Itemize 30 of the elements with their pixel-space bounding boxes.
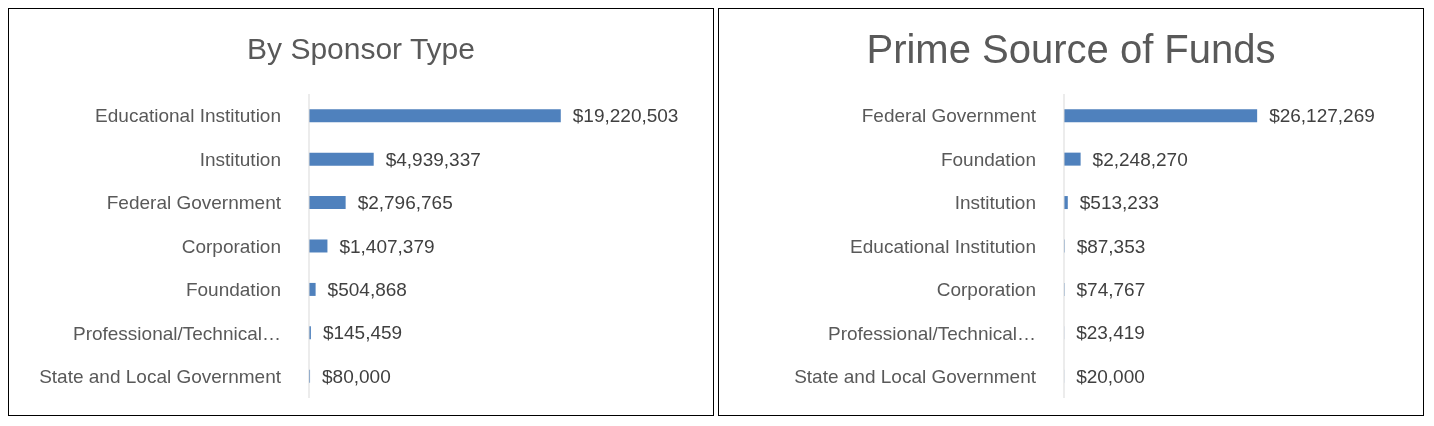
data-label: $20,000 [1076,365,1145,387]
data-label: $74,767 [1076,279,1146,301]
data-label: $2,796,765 [357,192,453,214]
data-label: $87,353 [1076,235,1146,257]
data-label: $145,459 [322,322,403,344]
data-label: $4,939,337 [385,148,481,170]
data-label: $23,419 [1076,322,1145,344]
y-tick-label: Corporation [936,279,1036,301]
y-tick-label: Institution [954,192,1036,214]
y-tick-label: Educational Institution [850,235,1036,257]
y-tick-label: Federal Government [106,192,282,214]
y-tick-label: Professional/Technical… [72,322,281,344]
data-label: $80,000 [322,365,391,387]
data-label: $2,248,270 [1092,148,1188,170]
data-label: $19,220,503 [572,105,679,127]
y-tick-label: Foundation [185,279,281,301]
y-tick-label: State and Local Government [39,366,282,388]
chart-title: By Sponsor Type [247,32,475,66]
y-tick-label: Corporation [181,235,281,257]
y-tick-label: State and Local Government [794,366,1037,388]
data-label: $1,407,379 [339,235,435,257]
y-tick-label: Foundation [940,148,1036,170]
y-tick-label: Institution [199,148,281,170]
y-tick-label: Federal Government [861,105,1037,127]
data-label: $504,868 [327,279,407,301]
y-tick-label: Professional/Technical… [827,322,1036,344]
y-tick-label: Educational Institution [95,105,281,127]
data-label: $513,233 [1079,192,1160,214]
chart-title: Prime Source of Funds [866,26,1276,72]
data-label: $26,127,269 [1269,105,1375,127]
